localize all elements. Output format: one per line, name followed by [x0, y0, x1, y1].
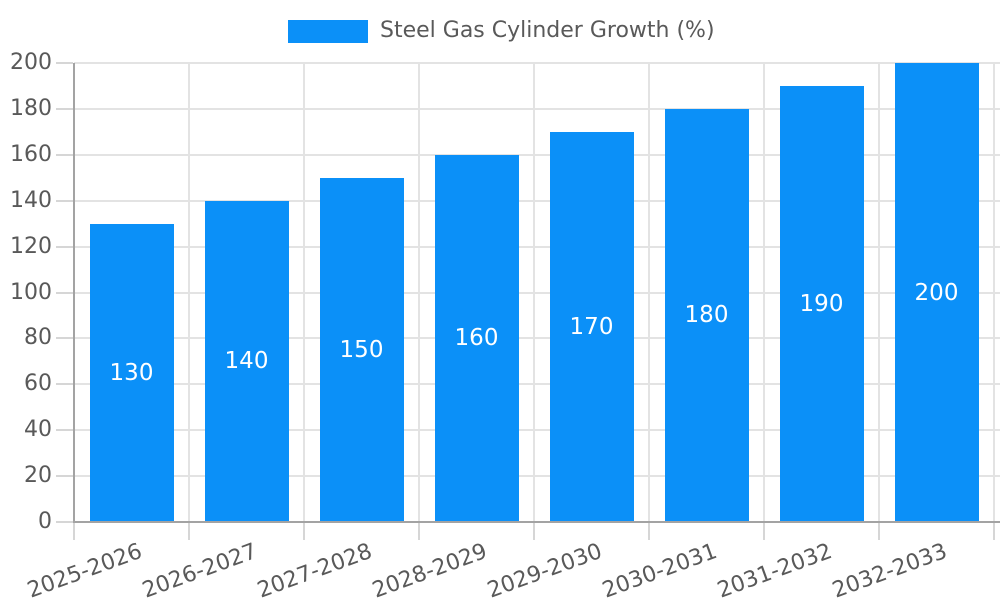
- y-tick-mark: [56, 199, 73, 202]
- y-gridline: [74, 337, 1000, 340]
- x-tick-mark: [648, 523, 650, 540]
- bar: 150: [319, 177, 404, 522]
- x-tick-label: 2025-2026: [23, 539, 146, 600]
- y-gridline: [74, 62, 1000, 64]
- x-tick-mark: [418, 523, 420, 540]
- x-gridline: [763, 63, 765, 522]
- x-tick-label: 2027-2028: [253, 539, 376, 600]
- x-tick-label: 2028-2029: [368, 539, 491, 600]
- bar-value-label: 200: [914, 279, 959, 306]
- y-tick-mark: [56, 383, 73, 386]
- y-gridline: [74, 107, 1000, 110]
- y-gridline: [74, 245, 1000, 248]
- y-tick-label: 200: [10, 50, 52, 75]
- x-gridline: [188, 63, 190, 522]
- x-tick-mark: [763, 523, 765, 540]
- y-tick-label: 180: [10, 95, 52, 121]
- bar: 160: [434, 154, 519, 522]
- bar-value-label: 170: [569, 313, 614, 340]
- y-tick-mark: [56, 475, 73, 478]
- y-gridline: [74, 429, 1000, 432]
- x-tick-label: 2030-2031: [598, 539, 721, 600]
- y-tick-label: 60: [24, 371, 52, 397]
- y-gridline: [74, 199, 1000, 202]
- bar-value-label: 160: [454, 325, 499, 352]
- bar-value-label: 150: [339, 336, 384, 363]
- x-axis-line: [73, 521, 1000, 523]
- x-tick-mark: [303, 523, 305, 540]
- y-tick-label: 160: [10, 141, 52, 167]
- x-tick-label: 2031-2032: [713, 539, 836, 600]
- bar-value-label: 180: [684, 302, 729, 329]
- x-tick-mark: [878, 523, 880, 540]
- y-tick-mark: [56, 337, 73, 340]
- bar-value-label: 190: [799, 290, 844, 317]
- y-gridline: [74, 475, 1000, 478]
- bar: 190: [779, 85, 864, 522]
- bar: 170: [549, 131, 634, 522]
- bar: 140: [204, 200, 289, 522]
- y-tick-mark: [56, 245, 73, 248]
- x-tick-mark: [533, 523, 535, 540]
- y-tick-label: 20: [24, 463, 52, 489]
- x-gridline: [648, 63, 650, 522]
- legend-label: Steel Gas Cylinder Growth (%): [380, 18, 715, 43]
- y-tick-label: 40: [24, 417, 52, 443]
- y-tick-mark: [56, 107, 73, 110]
- y-tick-label: 100: [10, 279, 52, 305]
- x-gridline: [878, 63, 880, 522]
- x-gridline: [303, 63, 305, 522]
- bar: 130: [89, 223, 174, 522]
- x-gridline: [533, 63, 535, 522]
- y-tick-mark: [56, 62, 73, 64]
- y-tick-mark: [56, 153, 73, 156]
- x-tick-label: 2026-2027: [138, 539, 261, 600]
- y-tick-label: 120: [10, 233, 52, 259]
- x-gridline: [418, 63, 420, 522]
- y-tick-mark: [56, 521, 73, 523]
- y-gridline: [74, 383, 1000, 386]
- y-tick-label: 80: [24, 325, 52, 351]
- x-tick-mark: [73, 523, 75, 540]
- y-tick-label: 140: [10, 187, 52, 213]
- y-tick-mark: [56, 429, 73, 432]
- y-gridline: [74, 291, 1000, 294]
- y-tick-label: 0: [38, 509, 52, 534]
- bar-value-label: 130: [109, 359, 154, 386]
- x-tick-label: 2029-2030: [483, 539, 606, 600]
- legend-swatch: [288, 20, 368, 43]
- bar: 200: [894, 63, 979, 522]
- y-gridline: [74, 153, 1000, 156]
- y-axis-line: [73, 63, 75, 523]
- y-tick-mark: [56, 291, 73, 294]
- x-gridline: [993, 63, 995, 522]
- x-tick-label: 2032-2033: [828, 539, 951, 600]
- bar: 180: [664, 108, 749, 522]
- x-tick-mark: [993, 523, 995, 540]
- x-tick-mark: [188, 523, 190, 540]
- bar-value-label: 140: [224, 348, 269, 375]
